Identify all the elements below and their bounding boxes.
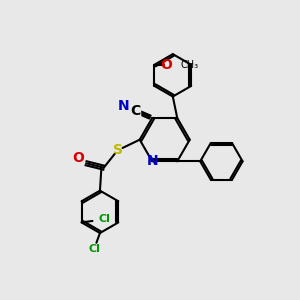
- Text: N: N: [118, 99, 130, 113]
- Text: O: O: [160, 58, 172, 72]
- Text: N: N: [146, 154, 158, 168]
- Text: Cl: Cl: [98, 214, 110, 224]
- Text: C: C: [130, 104, 141, 118]
- Text: Cl: Cl: [88, 244, 100, 254]
- Text: O: O: [72, 151, 84, 165]
- Text: S: S: [113, 143, 124, 157]
- Text: CH₃: CH₃: [180, 60, 198, 70]
